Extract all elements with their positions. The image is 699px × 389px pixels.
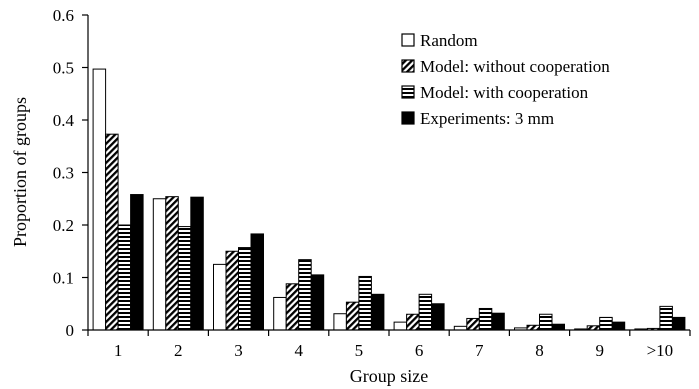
x-tick-label: 3 [234,341,243,360]
bar-series-1-cat-5 [406,313,420,331]
bar-series-0-cat-0 [92,68,107,331]
y-tick-label: 0.2 [53,216,74,235]
y-axis-label: Proportion of groups [10,97,30,247]
bar-series-1-cat-8 [586,325,601,331]
bar-series-2-cat-3 [298,259,312,331]
x-tick-label: 7 [475,341,484,360]
x-tick-label: 8 [535,341,544,360]
legend-label-1: Model: without cooperation [420,57,610,76]
y-tick-label: 0.1 [53,269,74,288]
bar-series-0-cat-4 [333,313,347,331]
x-tick-label: 1 [114,341,123,360]
y-tick-label: 0 [66,321,75,340]
bar-series-0-cat-2 [213,263,227,331]
bar-series-1-cat-0 [105,133,119,331]
bar-series-0-cat-5 [393,321,408,331]
legend-swatch-2 [401,85,415,99]
bar-series-3-cat-9 [671,316,686,331]
bar-series-2-cat-5 [418,293,433,331]
bar-series-3-cat-0 [130,194,144,331]
bar-series-3-cat-6 [491,312,505,331]
bar-series-2-cat-1 [177,226,192,331]
bar-series-3-cat-1 [190,196,204,331]
y-tick-label: 0.5 [53,59,74,78]
legend-swatch-1 [401,59,415,73]
y-tick-label: 0.6 [53,6,74,25]
bar-series-1-cat-6 [466,317,480,331]
bar-series-2-cat-8 [599,316,613,331]
bar-series-1-cat-7 [526,324,540,331]
bar-series-0-cat-3 [273,296,287,331]
y-tick-label: 0.3 [53,164,74,183]
x-tick-label: 9 [595,341,604,360]
bars-layer [92,68,686,331]
bar-series-2-cat-9 [659,305,673,331]
x-tick-label: 2 [174,341,183,360]
bar-series-3-cat-5 [431,303,445,331]
bar-series-1-cat-3 [285,283,300,331]
bar-series-2-cat-2 [238,247,252,331]
x-tick-label: >10 [647,341,674,360]
x-tick-label: 5 [355,341,364,360]
bar-series-3-cat-8 [611,321,626,331]
bar-series-3-cat-7 [551,323,565,331]
bar-series-2-cat-4 [358,275,372,331]
y-tick-label: 0.4 [53,111,75,130]
y-axis-ticks: 0 0.1 0.2 0.3 0.4 0.5 0.6 [53,6,88,340]
legend-swatch-3 [401,111,415,125]
legend: Random Model: without cooperation Model: w… [401,31,610,128]
bar-series-1-cat-2 [225,250,239,331]
bar-series-2-cat-0 [117,224,132,331]
x-axis-label: Group size [350,366,428,386]
bar-series-1-cat-1 [165,196,179,331]
bar-series-1-cat-4 [345,301,360,331]
bar-series-2-cat-6 [478,307,493,331]
bar-series-0-cat-1 [152,198,167,331]
legend-label-0: Random [420,31,478,50]
x-tick-label: 4 [294,341,303,360]
legend-label-3: Experiments: 3 mm [420,109,554,128]
bar-series-3-cat-3 [310,274,325,331]
bar-series-3-cat-4 [370,293,385,331]
legend-swatch-0 [401,33,415,47]
x-tick-label: 6 [415,341,424,360]
x-axis-ticks: 1 2 3 4 5 6 7 8 9 >10 [87,330,691,360]
bar-series-3-cat-2 [250,233,264,331]
legend-label-2: Model: with cooperation [420,83,589,102]
bar-series-2-cat-7 [539,313,553,331]
